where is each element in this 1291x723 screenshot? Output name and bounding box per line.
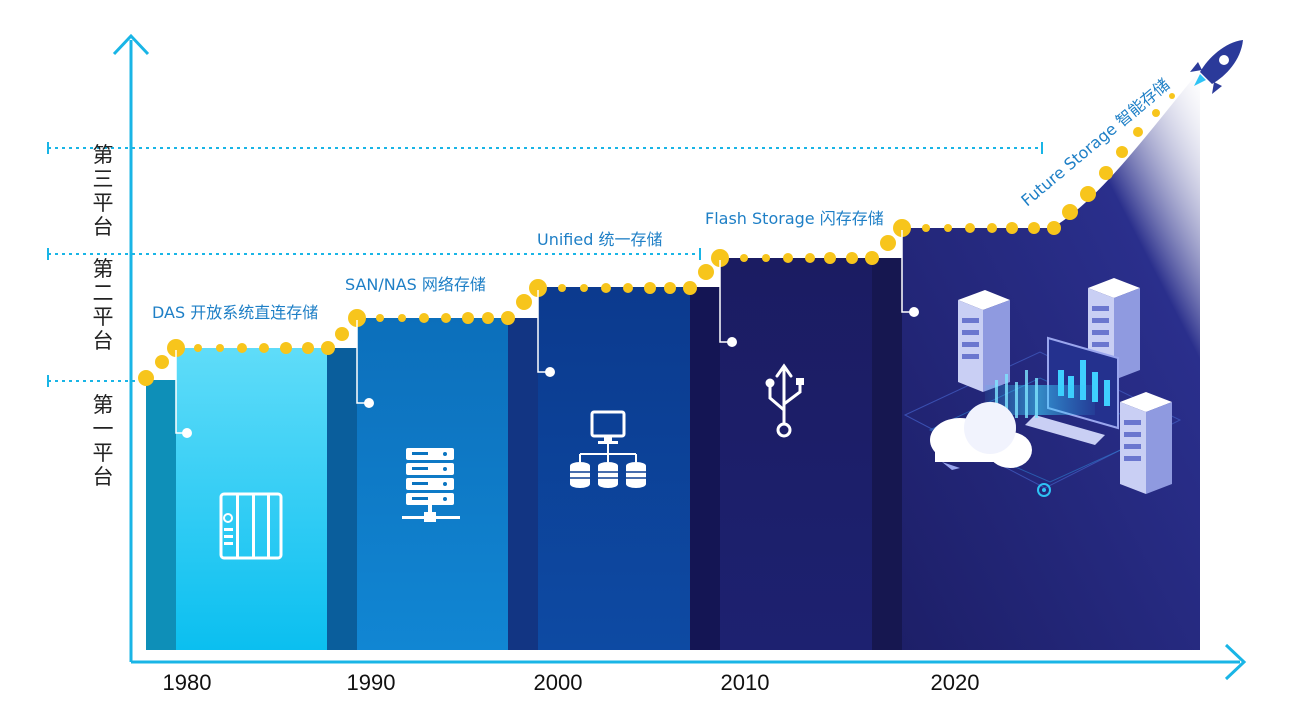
timeline-dot: [987, 223, 997, 233]
timeline-dot: [893, 219, 911, 237]
step-side-1990: [327, 348, 357, 650]
platform-labels: 第三平台 第二平台 第一平台: [93, 143, 114, 489]
timeline-dot: [664, 282, 676, 294]
timeline-dot: [580, 284, 588, 292]
timeline-dot: [516, 294, 532, 310]
timeline-dot: [462, 312, 474, 324]
timeline-dot: [376, 314, 384, 322]
platform-label-second: 第二平台: [93, 257, 114, 353]
timeline-dot: [762, 254, 770, 262]
timeline-dot: [398, 314, 406, 322]
timeline-dot: [880, 235, 896, 251]
timeline-dot: [419, 313, 429, 323]
step-block-2010: [720, 258, 872, 650]
timeline-dot: [1152, 109, 1160, 117]
rocket-icon: [1190, 40, 1243, 94]
era-label-1990: SAN/NAS 网络存储: [345, 275, 486, 294]
timeline-dot: [335, 327, 349, 341]
y-axis: [112, 33, 150, 662]
timeline-dot: [1133, 127, 1143, 137]
timeline-dot: [302, 342, 314, 354]
platform-divider-ends: [47, 142, 1043, 387]
year-labels: 1980 1990 2000 2010 2020: [163, 670, 980, 695]
timeline-dot: [237, 343, 247, 353]
timeline-dot: [348, 309, 366, 327]
timeline-dot: [1169, 93, 1175, 99]
timeline-dot: [601, 283, 611, 293]
platform-dividers: [48, 147, 1042, 382]
timeline-dot: [922, 224, 930, 232]
timeline-dot: [216, 344, 224, 352]
timeline-dot: [441, 313, 451, 323]
server-rack-icon: [402, 448, 460, 522]
timeline-dot: [280, 342, 292, 354]
step-side-2020: [872, 258, 902, 650]
platform-label-third: 第三平台: [93, 143, 114, 239]
year-label-1980: 1980: [163, 670, 212, 695]
timeline-dot: [865, 251, 879, 265]
step-side-1980: [146, 380, 176, 650]
era-label-2010: Flash Storage 闪存存储: [705, 209, 884, 228]
timeline-dot: [155, 355, 169, 369]
x-axis: [131, 643, 1247, 681]
timeline-dot: [558, 284, 566, 292]
timeline-dot: [740, 254, 748, 262]
step-side-2000: [508, 318, 538, 650]
timeline-dot: [138, 370, 154, 386]
timeline-dot: [482, 312, 494, 324]
pointer-ends: [182, 307, 919, 438]
timeline-dot: [167, 339, 185, 357]
timeline-dot: [683, 281, 697, 295]
timeline-dot: [1028, 222, 1040, 234]
step-side-2010: [690, 287, 720, 650]
timeline-dot: [623, 283, 633, 293]
timeline-dot: [529, 279, 547, 297]
timeline-dot: [805, 253, 815, 263]
timeline-dot: [965, 223, 975, 233]
timeline-dot: [501, 311, 515, 325]
timeline-dot: [1080, 186, 1096, 202]
platform-label-first: 第一平台: [93, 393, 114, 489]
era-label-2000: Unified 统一存储: [537, 230, 662, 249]
timeline-dot: [846, 252, 858, 264]
timeline-dot: [1062, 204, 1078, 220]
timeline-dot: [783, 253, 793, 263]
timeline-dot: [824, 252, 836, 264]
usb-icon: [765, 363, 804, 438]
timeline-dot: [1006, 222, 1018, 234]
timeline-dot: [944, 224, 952, 232]
timeline-dot: [1099, 166, 1113, 180]
timeline-dot: [321, 341, 335, 355]
unified-storage-icon: [570, 410, 646, 488]
timeline-dot: [194, 344, 202, 352]
timeline-dot: [711, 249, 729, 267]
timeline-dot: [1116, 146, 1128, 158]
year-label-1990: 1990: [347, 670, 396, 695]
cloud-datacenter-icon: [903, 278, 1182, 497]
era-label-1980: DAS 开放系统直连存储: [152, 303, 318, 322]
step-block-1980: [176, 348, 327, 650]
year-label-2020: 2020: [931, 670, 980, 695]
timeline-dot: [1047, 221, 1061, 235]
year-label-2010: 2010: [721, 670, 770, 695]
nas-device-icon: [219, 492, 283, 560]
timeline-dots: [138, 93, 1175, 386]
timeline-dot: [698, 264, 714, 280]
timeline-dot: [644, 282, 656, 294]
year-label-2000: 2000: [534, 670, 583, 695]
timeline-dot: [259, 343, 269, 353]
